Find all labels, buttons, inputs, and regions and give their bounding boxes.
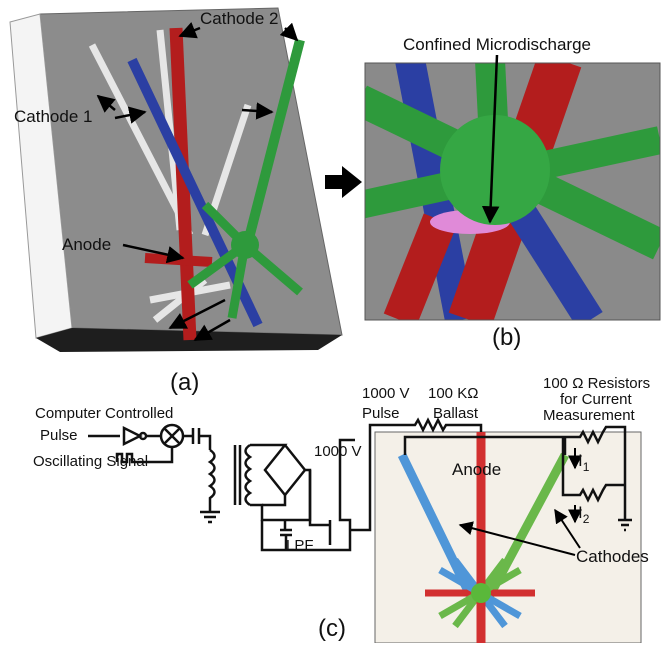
arrow — [285, 28, 297, 40]
resistors-label: Measurement — [543, 407, 636, 424]
bridge — [250, 445, 310, 520]
figure: Cathode 2 Cathode 1 Anode (a) Confined M… — [0, 0, 662, 643]
supply-label: 1000 V — [314, 443, 362, 460]
current-subscript: 1 — [583, 460, 590, 474]
caption-a: (a) — [170, 369, 199, 396]
discharge-label: Confined Microdischarge — [403, 35, 591, 54]
anode-arm — [145, 258, 212, 262]
anode-label: Anode — [452, 460, 501, 479]
caption-b: (b) — [492, 324, 521, 351]
transformer-primary — [200, 450, 220, 522]
panel-a: Cathode 2 Cathode 1 Anode (a) — [10, 8, 342, 396]
anode-label: Anode — [62, 235, 111, 254]
filter-label: LPF — [286, 537, 314, 554]
ballast-label: 100 KΩ — [428, 385, 478, 402]
cathode-2-label: Cathode 2 — [200, 9, 278, 28]
zoom-view — [360, 60, 660, 320]
buffer — [124, 428, 140, 444]
big-arrow — [325, 166, 362, 198]
transformer-secondary — [246, 445, 251, 505]
wire — [146, 428, 210, 450]
pulse-label: Pulse — [362, 405, 400, 422]
ballast-label: Ballast — [433, 405, 479, 422]
pulse-label: 1000 V — [362, 385, 410, 402]
oscillating-label: Oscillating Signal — [33, 453, 148, 470]
panel-b: Confined Microdischarge (b) — [360, 35, 660, 351]
wire — [310, 470, 330, 545]
resistors-label: 100 Ω Resistors — [543, 375, 650, 392]
panel-c: Computer Controlled Pulse Oscillating Si… — [33, 375, 650, 643]
computer-label: Pulse — [40, 427, 78, 444]
caption-c: (c) — [318, 615, 346, 642]
computer-label: Computer Controlled — [35, 405, 173, 422]
junction — [231, 231, 259, 259]
cathodes-label: Cathodes — [576, 547, 649, 566]
inverter — [140, 433, 146, 439]
core — [235, 445, 240, 505]
cathode-1-label: Cathode 1 — [14, 107, 92, 126]
resistors-label: for Current — [560, 391, 633, 408]
current-subscript: 2 — [583, 512, 590, 526]
hub — [471, 583, 491, 603]
